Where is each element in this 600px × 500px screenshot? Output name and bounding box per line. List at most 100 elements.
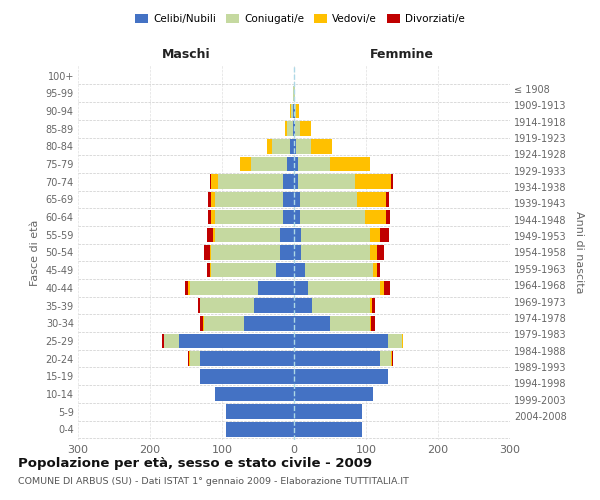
Bar <box>197 298 200 313</box>
Bar <box>210 245 211 260</box>
Bar <box>294 404 362 419</box>
Bar <box>355 174 391 189</box>
Bar <box>276 263 294 278</box>
Bar <box>200 352 294 366</box>
Bar <box>301 245 370 260</box>
Bar <box>211 174 218 189</box>
Bar <box>200 298 254 313</box>
Bar <box>254 298 294 313</box>
Bar <box>294 334 388 348</box>
Bar <box>290 104 291 118</box>
Bar <box>294 174 298 189</box>
Bar <box>164 334 179 348</box>
Bar <box>266 139 272 154</box>
Legend: Celibi/Nubili, Coniugati/e, Vedovi/e, Divorziati/e: Celibi/Nubili, Coniugati/e, Vedovi/e, Di… <box>131 10 469 29</box>
Bar <box>207 228 212 242</box>
Bar <box>210 263 211 278</box>
Bar <box>204 245 210 260</box>
Bar <box>208 192 211 206</box>
Bar <box>372 298 376 313</box>
Bar <box>370 316 371 330</box>
Bar <box>373 263 377 278</box>
Bar <box>370 245 377 260</box>
Bar <box>208 210 211 224</box>
Bar <box>294 263 305 278</box>
Bar <box>380 280 384 295</box>
Bar <box>388 334 402 348</box>
Bar <box>190 280 258 295</box>
Bar <box>294 352 380 366</box>
Bar <box>370 228 380 242</box>
Bar <box>380 228 389 242</box>
Bar <box>272 139 290 154</box>
Bar <box>284 122 287 136</box>
Bar <box>207 263 210 278</box>
Text: Popolazione per età, sesso e stato civile - 2009: Popolazione per età, sesso e stato civil… <box>18 458 372 470</box>
Bar <box>258 280 294 295</box>
Bar <box>190 352 200 366</box>
Bar <box>212 228 215 242</box>
Bar <box>218 174 283 189</box>
Bar <box>391 174 392 189</box>
Bar <box>294 104 295 118</box>
Bar <box>203 316 204 330</box>
Bar <box>294 422 362 436</box>
Bar <box>358 192 386 206</box>
Bar <box>244 316 294 330</box>
Bar <box>215 192 283 206</box>
Bar <box>380 352 391 366</box>
Bar <box>283 210 294 224</box>
Bar <box>294 157 298 172</box>
Bar <box>294 369 388 384</box>
Bar <box>204 316 244 330</box>
Bar <box>294 298 312 313</box>
Bar <box>162 334 164 348</box>
Bar <box>294 316 330 330</box>
Bar <box>215 210 283 224</box>
Bar <box>295 104 296 118</box>
Bar <box>384 280 390 295</box>
Bar <box>370 298 372 313</box>
Bar <box>211 192 215 206</box>
Bar <box>294 210 300 224</box>
Bar <box>365 210 386 224</box>
Bar <box>295 122 300 136</box>
Bar <box>185 280 188 295</box>
Bar <box>240 157 251 172</box>
Bar <box>293 86 294 101</box>
Bar <box>300 192 358 206</box>
Bar <box>377 245 384 260</box>
Bar <box>226 404 294 419</box>
Bar <box>330 316 370 330</box>
Bar <box>391 352 392 366</box>
Bar <box>301 228 370 242</box>
Bar <box>294 192 300 206</box>
Bar <box>386 192 389 206</box>
Bar <box>200 369 294 384</box>
Bar <box>188 352 189 366</box>
Bar <box>189 352 190 366</box>
Bar <box>287 157 294 172</box>
Bar <box>312 298 370 313</box>
Y-axis label: Anni di nascita: Anni di nascita <box>574 211 584 294</box>
Bar <box>280 245 294 260</box>
Bar <box>283 174 294 189</box>
Text: Femmine: Femmine <box>370 48 434 62</box>
Bar <box>226 422 294 436</box>
Bar <box>293 122 294 136</box>
Bar <box>211 263 276 278</box>
Bar <box>296 139 311 154</box>
Bar <box>294 387 373 402</box>
Bar <box>211 245 280 260</box>
Bar <box>283 192 294 206</box>
Bar <box>298 174 355 189</box>
Bar <box>294 139 296 154</box>
Bar <box>294 245 301 260</box>
Bar <box>305 263 373 278</box>
Bar <box>386 210 390 224</box>
Bar <box>371 316 374 330</box>
Bar <box>296 104 299 118</box>
Bar <box>377 263 380 278</box>
Bar <box>291 104 293 118</box>
Y-axis label: Fasce di età: Fasce di età <box>30 220 40 286</box>
